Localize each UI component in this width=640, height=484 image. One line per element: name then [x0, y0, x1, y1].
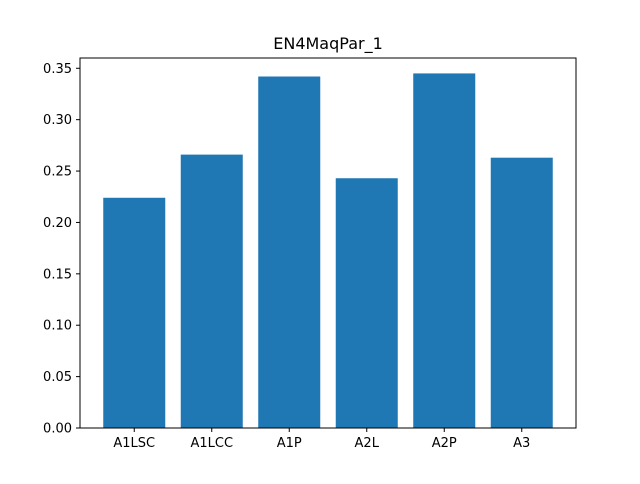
y-tick-label: 0.20 [43, 216, 72, 231]
x-tick-label: A2L [355, 436, 380, 451]
chart-title: EN4MaqPar_1 [273, 34, 383, 54]
bar-a2p [413, 73, 476, 429]
y-tick-label: 0.15 [43, 267, 72, 282]
y-tick-label: 0.10 [43, 319, 72, 334]
x-tick-label: A1LCC [190, 436, 233, 451]
y-tick-label: 0.05 [43, 370, 72, 385]
x-tick-label: A3 [513, 436, 530, 451]
bar-a1p [258, 76, 321, 428]
y-tick-label: 0.35 [43, 62, 72, 77]
x-tick-label: A1P [277, 436, 302, 451]
y-tick-label: 0.30 [43, 113, 72, 128]
y-tick-label: 0.25 [43, 165, 72, 180]
x-tick-label: A2P [432, 436, 457, 451]
bars-layer [103, 73, 553, 429]
bar-a3 [490, 157, 553, 428]
y-tick-label: 0.00 [43, 422, 72, 437]
axes-layer: A1LSC A1LCC A1P A2L A2P A3 0.00 0.05 0.10 0.15 0.2… [43, 57, 577, 451]
bar-a1lsc [103, 197, 166, 428]
bar-a1lcc [180, 154, 243, 429]
x-tick-label: A1LSC [113, 436, 155, 451]
bar-a2l [335, 178, 398, 428]
plot-frame [79, 57, 577, 429]
